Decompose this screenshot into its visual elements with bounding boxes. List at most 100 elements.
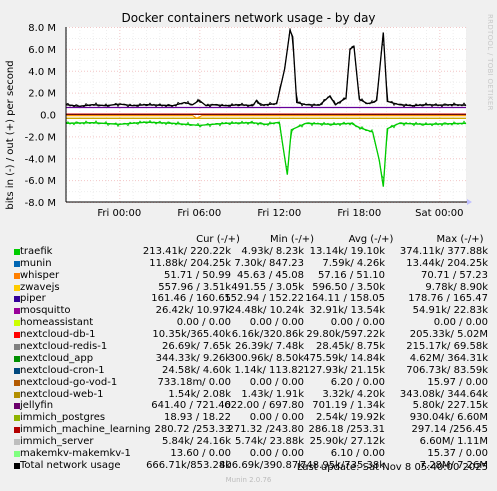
legend-name: piper [20,293,46,305]
legend-max: 215.17k/ 69.58k [406,341,488,353]
legend-min: 1.14k/ 113.82 [234,364,304,376]
legend-row: homeassistant 0.00 / 0.00 0.00 / 0.00 0.00 … [14,317,488,329]
legend-swatch [14,403,20,410]
x-tick-label: Fri 00:00 [97,208,141,219]
legend-avg: 286.18 /253.31 [308,424,385,436]
legend-max: 15.97 / 0.00 [427,376,488,388]
legend-name: Total network usage [20,459,121,471]
legend-name: immich_server [20,436,94,448]
legend-cur: 5.84k/ 24.16k [161,436,231,448]
legend-name: immich_machine_learning [20,424,151,436]
legend-name: jellyfin [20,400,54,412]
y-tick-label: 0.0 [40,111,56,122]
legend-avg: 596.50 / 3.50k [312,281,385,293]
legend-min: 0.00 / 0.00 [249,448,304,460]
legend-cur: 666.71k/853.28k [146,459,231,471]
legend-cur: 344.33k/ 9.26k [155,352,231,364]
legend-avg: 0.00 / 0.00 [330,317,385,329]
legend-name: traefik [20,245,53,257]
y-tick-label: -6.0 M [25,176,56,187]
legend-avg: 6.10 / 0.00 [330,448,385,460]
legend-avg: 701.19 / 1.34k [312,400,385,412]
legend-row: zwavejs 557.96 / 3.51k 491.55 / 3.05k 596.5… [14,282,488,294]
legend-row: Total network usage 666.71k/853.28k 406.69… [14,460,488,472]
legend-swatch [14,332,20,339]
legend-row: munin 11.88k/ 204.25k 7.30k/ 847.23 7.59k/ … [14,258,488,270]
legend-min: 271.32 /243.80 [227,424,304,436]
legend-row: nextcloud-redis-1 26.69k/ 7.65k 26.39k/ 7.… [14,341,488,353]
x-tick-labels: Fri 00:00 Fri 06:00 Fri 12:00 Fri 18:00 Sat … [97,208,463,219]
legend-min: 300.96k/ 8.50k [228,352,304,364]
legend-row: immich_machine_learning 280.72 /253.33 271… [14,424,488,436]
series-line-zwavejs [66,114,466,120]
legend-swatch [14,344,20,351]
series-lines [65,27,467,187]
last-update: Last update: Sat Nov 8 05:40:00 2025 [296,462,488,473]
legend-header-min: Min (-/+) [269,234,315,245]
legend-cur: 557.96 / 3.51k [158,281,231,293]
legend-row: immich_server 5.84k/ 24.16k 5.74k/ 23.88k 2… [14,436,488,448]
y-tick-label: -2.0 M [25,132,56,143]
x-tick-label: Fri 06:00 [177,208,221,219]
legend-name: makemkv-makemkv-1 [20,448,131,460]
legend-row: traefik 213.41k/ 220.22k 4.93k/ 8.23k 13.14… [14,246,488,258]
legend-row: piper 161.46 / 160.65 152.94 / 152.22 164.1… [14,293,488,305]
legend-row: jellyfin 641.40 / 721.40 622.00 / 697.80 70… [14,400,488,412]
legend-cur: 13.60 / 0.00 [170,448,231,460]
legend-name: nextcloud-redis-1 [20,341,108,353]
legend-cur: 161.46 / 160.65 [151,293,231,305]
rrdtool-watermark: RRDTOOL / TOBI OETIKER [486,14,494,111]
legend-max: 297.14 /256.45 [411,424,488,436]
legend-swatch [14,296,20,303]
chart-title: Docker containers network usage - by day [121,11,376,25]
legend-avg: 32.91k/ 13.54k [309,305,385,317]
legend-max: 706.73k/ 83.59k [406,364,488,376]
legend-max: 15.37 / 0.00 [427,448,488,460]
legend-name: whisper [20,269,60,281]
legend-min: 1.43k/ 1.91k [241,388,304,400]
legend-swatch [14,367,20,374]
legend-max: 343.08k/ 344.64k [399,388,488,400]
legend-header-max: Max (-/+) [436,234,484,245]
legend-max: 0.00 / 0.00 [433,317,488,329]
legend-cur: 24.58k/ 4.60k [161,364,231,376]
legend-swatch [14,415,20,422]
legend-min: 622.00 / 697.80 [224,400,304,412]
legend-avg: 6.20 / 0.00 [330,376,385,388]
legend-max: 9.78k/ 8.90k [425,281,488,293]
legend-min: 5.74k/ 23.88k [234,436,304,448]
legend-cur: 280.72 /253.33 [154,424,231,436]
legend-max: 178.76 / 165.47 [408,293,488,305]
y-tick-label: -8.0 M [25,198,56,209]
legend-avg: 127.93k/ 21.15k [303,364,385,376]
legend-min: 4.93k/ 8.23k [241,245,304,257]
legend-min: 26.39k/ 7.48k [234,341,304,353]
legend-name: homeassistant [20,317,94,329]
legend-avg: 164.11 / 158.05 [305,293,385,305]
legend-row: mosquitto 26.42k/ 10.97k 24.48k/ 10.24k 32.… [14,305,488,317]
legend-max: 374.11k/ 377.88k [399,245,488,257]
legend-cur: 51.71 / 50.99 [164,269,231,281]
legend-name: nextcloud-cron-1 [20,364,105,376]
legend-avg: 13.14k/ 19.10k [309,245,385,257]
legend-min: 24.48k/ 10.24k [228,305,304,317]
legend-name: nextcloud-go-vod-1 [20,376,118,388]
legend-max: 70.71 / 57.23 [421,269,488,281]
x-axis-arrow [467,199,472,205]
legend-rows: traefik 213.41k/ 220.22k 4.93k/ 8.23k 13.14… [14,246,488,472]
legend-header: Cur (-/+) Min (-/+) Avg (-/+) Max (-/+) [14,234,488,246]
legend-avg: 28.45k/ 8.75k [315,341,385,353]
munin-version: Munin 2.0.76 [225,476,272,484]
legend-row: nextcloud-db-1 10.35k/365.40k 6.16k/320.86… [14,329,488,341]
y-tick-label: 2.0 M [28,89,56,100]
legend-swatch [14,308,20,315]
legend-swatch [14,272,20,279]
legend-cur: 26.42k/ 10.97k [155,305,231,317]
legend-max: 6.60M/ 1.11M [419,436,488,448]
legend-name: nextcloud_app [20,352,94,364]
legend-min: 0.00 / 0.00 [249,317,304,329]
y-tick-labels: -8.0 M -6.0 M -4.0 M -2.0 M 0.0 2.0 M 4.0 M 6.0… [25,23,56,209]
legend-cur: 0.00 / 0.00 [176,317,231,329]
legend-header-cur: Cur (-/+) [196,234,240,245]
legend-max: 13.44k/ 204.25k [406,257,488,269]
